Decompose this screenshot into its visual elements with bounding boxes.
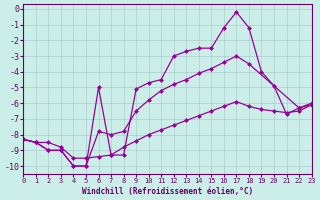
X-axis label: Windchill (Refroidissement éolien,°C): Windchill (Refroidissement éolien,°C) <box>82 187 253 196</box>
